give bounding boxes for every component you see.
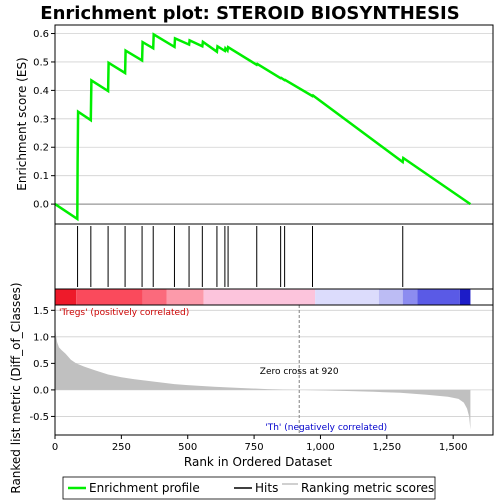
es-gridlines xyxy=(55,33,493,205)
es-y-tick-label: 0.1 xyxy=(33,171,49,182)
color-bar-segment xyxy=(203,289,316,305)
color-bar-segment xyxy=(315,289,379,305)
color-bar-segment xyxy=(76,289,143,305)
chart-title: Enrichment plot: STEROID BIOSYNTHESIS xyxy=(40,3,459,24)
legend-label-hits: Hits xyxy=(255,481,278,495)
es-panel: 0.0 0.1 0.2 0.3 0.4 0.5 0.6 Enrichment score (… xyxy=(15,24,494,225)
es-y-tick-label: 0.6 xyxy=(33,29,49,40)
hits-panel xyxy=(54,223,494,290)
metric-y-ticks: -0.5 0.0 0.5 1.0 1.5 xyxy=(29,306,55,423)
zero-cross-label: Zero cross at 920 xyxy=(260,367,339,377)
es-y-tick-label: 0.2 xyxy=(33,143,49,154)
enrichment-profile-line xyxy=(54,32,472,222)
rank-color-bar xyxy=(54,288,494,306)
color-bar-segment xyxy=(417,289,460,305)
metric-y-tick-label: 0.0 xyxy=(33,385,49,396)
x-tick-label: 750 xyxy=(245,442,264,453)
color-bar-segment xyxy=(142,289,167,305)
x-axis-label: Rank in Ordered Dataset xyxy=(184,455,332,469)
positive-correlation-label: 'Tregs' (positively correlated) xyxy=(59,308,189,318)
hit-lines xyxy=(77,226,404,287)
x-tick-label: 0 xyxy=(52,442,58,453)
metric-y-tick-label: -0.5 xyxy=(29,412,49,423)
x-tick-label: 1,250 xyxy=(372,442,401,453)
metric-y-axis-label: Ranked list metric (Diff_of_Classes) xyxy=(9,282,23,493)
color-bar-segment xyxy=(55,289,77,305)
es-y-tick-label: 0.3 xyxy=(33,114,49,125)
color-bar-segment xyxy=(166,289,204,305)
negative-correlation-label: 'Th' (negatively correlated) xyxy=(265,423,387,433)
legend-label-ranking-metric-scores: Ranking metric scores xyxy=(301,481,434,495)
metric-y-tick-label: 0.5 xyxy=(33,359,49,370)
es-y-axis-label: Enrichment score (ES) xyxy=(15,57,29,190)
color-bar-segment xyxy=(459,289,471,305)
x-axis-ticks: 0 250 500 750 1,000 1,250 1,500 xyxy=(52,435,468,453)
metric-panel: -0.5 0.0 0.5 1.0 1.5 'Tregs' (positively cor… xyxy=(9,282,494,494)
es-y-tick-label: 0.0 xyxy=(33,200,49,211)
color-bar-segment xyxy=(378,289,403,305)
metric-y-tick-label: 1.0 xyxy=(33,332,49,343)
legend-label-enrichment-profile: Enrichment profile xyxy=(89,481,200,495)
legend: Enrichment profile Hits Ranking metric s… xyxy=(62,476,436,500)
x-tick-label: 500 xyxy=(178,442,197,453)
x-tick-label: 1,000 xyxy=(306,442,335,453)
es-y-tick-label: 0.4 xyxy=(33,86,49,97)
metric-y-tick-label: 1.5 xyxy=(33,306,49,317)
color-bar-segment xyxy=(402,289,418,305)
es-y-tick-label: 0.5 xyxy=(33,57,49,68)
es-y-ticks: 0.0 0.1 0.2 0.3 0.4 0.5 0.6 xyxy=(33,29,55,211)
x-tick-label: 250 xyxy=(112,442,131,453)
x-tick-label: 1,500 xyxy=(439,442,468,453)
